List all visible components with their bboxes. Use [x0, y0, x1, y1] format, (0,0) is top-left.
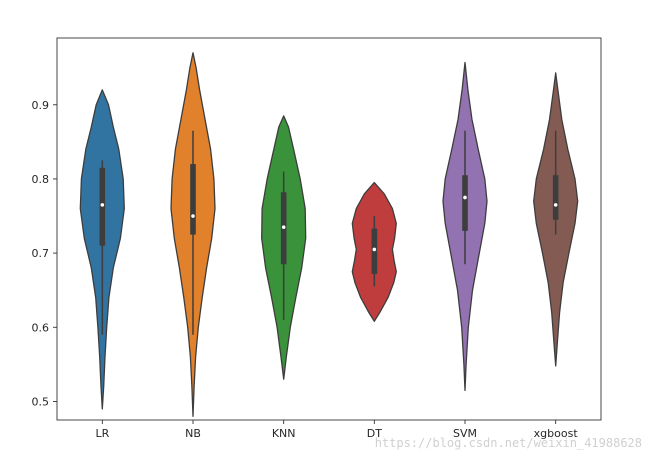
- median-svm: [463, 195, 467, 200]
- x-tick-label: DT: [367, 427, 382, 440]
- x-tick-label: xgboost: [534, 427, 579, 440]
- iqr-box-xgboost: [552, 175, 559, 220]
- y-tick-label: 0.6: [32, 321, 50, 334]
- iqr-box-lr: [99, 167, 106, 246]
- watermark: https://blog.csdn.net/weixin_41988628: [374, 436, 642, 450]
- x-tick-label: SVM: [453, 427, 477, 440]
- y-tick-label: 0.7: [32, 247, 50, 260]
- median-xgboost: [553, 203, 558, 207]
- x-tick-label: KNN: [272, 427, 296, 440]
- iqr-box-svm: [462, 175, 468, 231]
- x-tick-label: LR: [95, 427, 109, 440]
- y-tick-label: 0.9: [32, 99, 50, 112]
- median-lr: [100, 203, 105, 207]
- y-tick-label: 0.5: [32, 395, 50, 408]
- median-knn: [281, 225, 286, 229]
- y-tick-label: 0.8: [32, 173, 50, 186]
- median-nb: [191, 214, 195, 218]
- x-tick-label: NB: [185, 427, 201, 440]
- iqr-box-dt: [371, 228, 378, 274]
- median-dt: [372, 247, 377, 252]
- iqr-box-nb: [190, 164, 196, 235]
- plot-frame: [56, 37, 602, 421]
